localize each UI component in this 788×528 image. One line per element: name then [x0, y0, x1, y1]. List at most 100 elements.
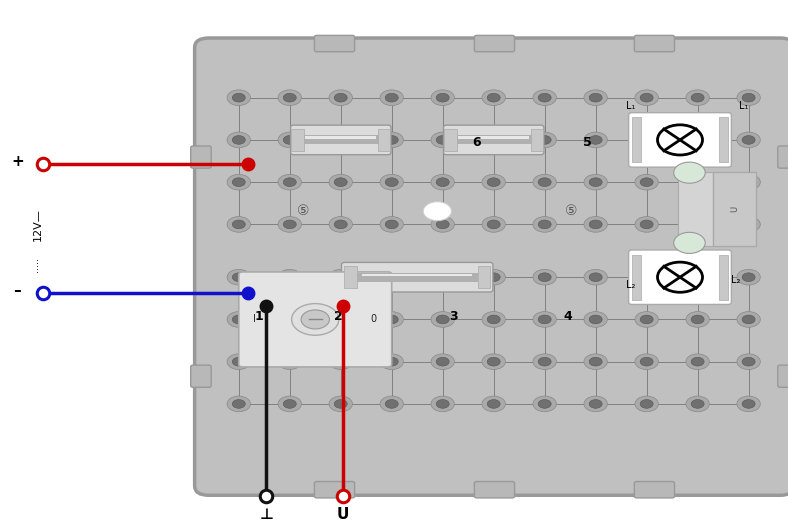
Circle shape	[437, 93, 449, 102]
Circle shape	[431, 90, 455, 106]
Circle shape	[283, 315, 296, 324]
Circle shape	[742, 93, 755, 102]
Circle shape	[589, 220, 602, 229]
Circle shape	[742, 178, 755, 186]
Circle shape	[283, 136, 296, 144]
Bar	[305, 136, 377, 139]
Circle shape	[533, 132, 556, 148]
Circle shape	[227, 174, 251, 190]
Circle shape	[686, 90, 709, 106]
Circle shape	[737, 354, 760, 370]
Circle shape	[686, 216, 709, 232]
Circle shape	[385, 400, 398, 408]
Circle shape	[538, 220, 551, 229]
Bar	[530, 129, 543, 151]
Circle shape	[686, 396, 709, 412]
Circle shape	[691, 357, 704, 366]
Circle shape	[691, 400, 704, 408]
Circle shape	[589, 273, 602, 281]
Circle shape	[635, 90, 658, 106]
Circle shape	[283, 220, 296, 229]
FancyBboxPatch shape	[314, 482, 355, 498]
Text: U: U	[730, 205, 739, 212]
Circle shape	[380, 174, 403, 190]
Circle shape	[686, 174, 709, 190]
Circle shape	[640, 273, 653, 281]
Circle shape	[640, 315, 653, 324]
Circle shape	[742, 400, 755, 408]
Circle shape	[737, 216, 760, 232]
Circle shape	[742, 315, 755, 324]
Circle shape	[584, 174, 608, 190]
FancyBboxPatch shape	[314, 35, 355, 52]
Circle shape	[431, 354, 455, 370]
Circle shape	[283, 93, 296, 102]
Circle shape	[691, 315, 704, 324]
Text: 4: 4	[563, 310, 572, 323]
Circle shape	[227, 216, 251, 232]
Circle shape	[589, 400, 602, 408]
Circle shape	[227, 396, 251, 412]
Bar	[719, 254, 728, 300]
FancyBboxPatch shape	[341, 262, 493, 292]
Text: ·····: ·····	[33, 257, 43, 271]
Circle shape	[329, 90, 352, 106]
Circle shape	[232, 273, 245, 281]
Bar	[356, 273, 478, 281]
Circle shape	[589, 357, 602, 366]
Circle shape	[533, 269, 556, 285]
Bar	[632, 254, 641, 300]
Circle shape	[533, 174, 556, 190]
Text: L₂: L₂	[731, 275, 741, 285]
Circle shape	[487, 93, 500, 102]
Text: 12V—: 12V—	[33, 208, 43, 241]
Bar	[344, 266, 357, 288]
Circle shape	[380, 90, 403, 106]
Circle shape	[431, 269, 455, 285]
Text: 1: 1	[254, 310, 263, 323]
Text: ⑤: ⑤	[565, 204, 578, 218]
Circle shape	[482, 216, 505, 232]
Circle shape	[742, 220, 755, 229]
Circle shape	[232, 315, 245, 324]
Circle shape	[640, 136, 653, 144]
Bar	[458, 136, 530, 139]
Circle shape	[635, 312, 658, 327]
Circle shape	[380, 312, 403, 327]
Circle shape	[482, 396, 505, 412]
Circle shape	[686, 354, 709, 370]
Circle shape	[278, 354, 302, 370]
Text: 6: 6	[473, 136, 481, 149]
Circle shape	[487, 178, 500, 186]
Circle shape	[640, 357, 653, 366]
Circle shape	[278, 216, 302, 232]
Circle shape	[437, 178, 449, 186]
Circle shape	[584, 312, 608, 327]
Circle shape	[691, 220, 704, 229]
Circle shape	[278, 132, 302, 148]
Circle shape	[589, 315, 602, 324]
Circle shape	[227, 269, 251, 285]
Circle shape	[227, 132, 251, 148]
Circle shape	[437, 357, 449, 366]
Circle shape	[334, 315, 348, 324]
Circle shape	[635, 132, 658, 148]
Circle shape	[533, 216, 556, 232]
Text: I: I	[253, 315, 256, 324]
FancyBboxPatch shape	[444, 125, 544, 155]
Circle shape	[691, 273, 704, 281]
Circle shape	[283, 400, 296, 408]
Circle shape	[334, 93, 348, 102]
Circle shape	[482, 269, 505, 285]
Circle shape	[380, 354, 403, 370]
FancyBboxPatch shape	[629, 250, 731, 305]
Circle shape	[232, 357, 245, 366]
Circle shape	[385, 315, 398, 324]
Bar	[377, 129, 390, 151]
Circle shape	[431, 396, 455, 412]
Circle shape	[232, 220, 245, 229]
Circle shape	[385, 220, 398, 229]
Circle shape	[482, 174, 505, 190]
Circle shape	[487, 400, 500, 408]
Circle shape	[431, 174, 455, 190]
